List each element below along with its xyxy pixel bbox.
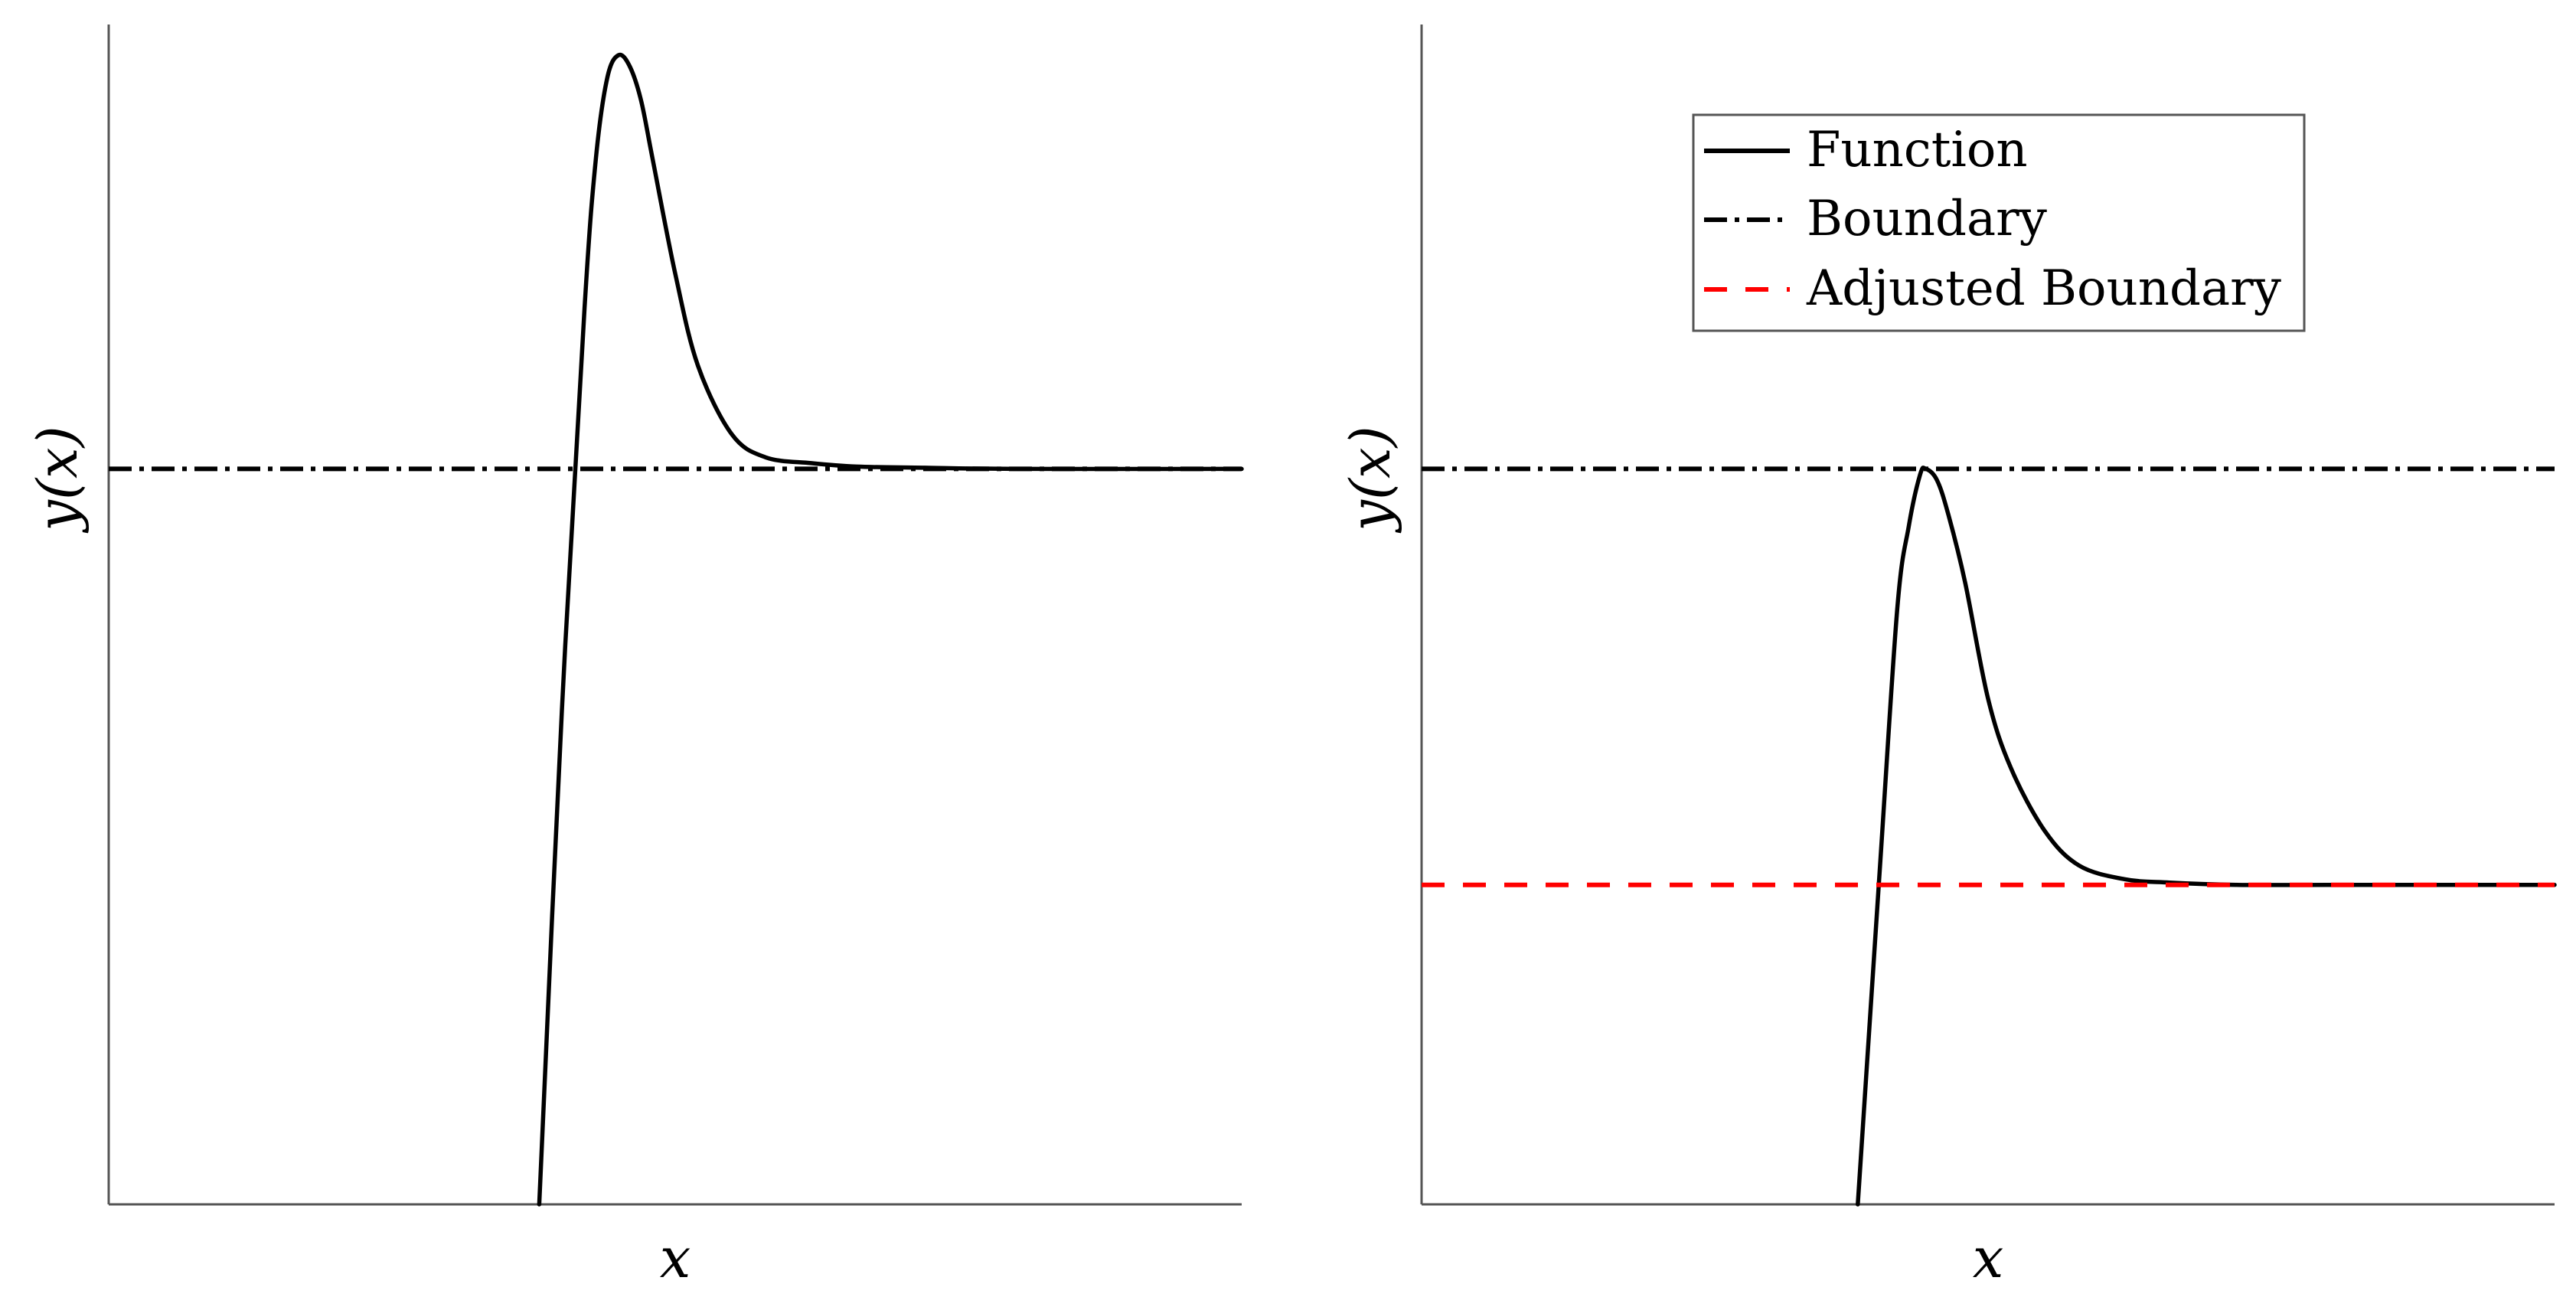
right-series-group — [1422, 466, 2557, 1207]
right-y-axis-label: y(x) — [1338, 426, 1402, 533]
right-series-function-line — [1856, 466, 2557, 1207]
legend-label-boundary: Boundary — [1807, 191, 2047, 247]
legend-label-adjusted-boundary: Adjusted Boundary — [1806, 260, 2281, 317]
legend-label-function: Function — [1807, 122, 2028, 178]
left-x-axis-label: x — [660, 1226, 691, 1290]
left-plot-panel: x y(x) — [25, 25, 1244, 1290]
left-series-group — [109, 52, 1244, 1207]
left-series-function-line — [537, 52, 1244, 1207]
legend-box — [1692, 113, 2306, 332]
right-plot-panel: x y(x) Function Boundary Adjusted Bounda… — [1338, 25, 2557, 1290]
legend: Function Boundary Adjusted Boundary — [1692, 113, 2306, 332]
right-x-axis-label: x — [1973, 1226, 2004, 1290]
left-y-axis-label: y(x) — [25, 426, 90, 533]
